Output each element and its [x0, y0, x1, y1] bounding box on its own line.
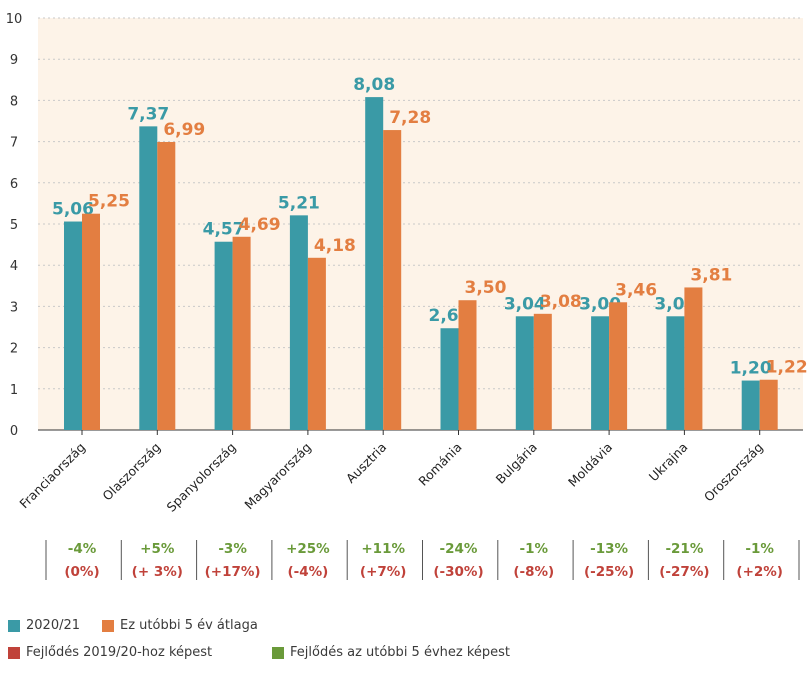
data-label: 1,20 [730, 359, 772, 379]
y-tick-label: 4 [10, 259, 18, 274]
bar-average [307, 257, 326, 430]
legend-item-2020-21: 2020/21 [8, 618, 80, 633]
legend-swatch-teal [8, 619, 20, 632]
bar-average [157, 142, 176, 430]
bar-current [64, 221, 82, 430]
change-vs-prev: (-4%) [287, 564, 328, 580]
bar-current [365, 97, 384, 430]
y-tick-label: 7 [10, 136, 18, 151]
data-label: 4,69 [239, 215, 281, 235]
bar-current [591, 316, 610, 430]
y-tick-label: 9 [10, 53, 18, 68]
change-vs-5yr: -13% [590, 541, 628, 557]
x-tick-label: Franciaország [16, 440, 88, 512]
bar-average [458, 300, 477, 430]
y-tick-label: 0 [10, 424, 18, 439]
data-label: 3,50 [465, 278, 507, 298]
bar-current [515, 316, 534, 430]
bar-current [741, 380, 760, 430]
x-tick-label: Moldávia [565, 440, 615, 490]
bar-average [232, 236, 251, 430]
legend-label: Fejlődés az utóbbi 5 évhez képest [290, 645, 511, 660]
data-label: 4,18 [314, 236, 356, 256]
bar-current [440, 328, 459, 430]
change-vs-5yr: -1% [745, 541, 774, 557]
data-label: 3,04 [504, 294, 546, 314]
y-tick-label: 2 [10, 342, 18, 357]
y-tick-label: 5 [10, 218, 18, 233]
x-tick-label: Spanyolország [163, 440, 238, 515]
bar-average [82, 213, 100, 430]
data-label: 8,08 [353, 75, 395, 95]
y-tick-label: 3 [10, 300, 18, 315]
change-vs-prev: (-30%) [433, 564, 483, 580]
bar-average [609, 302, 628, 430]
y-tick-label: 6 [10, 177, 18, 192]
change-vs-prev: (-8%) [513, 564, 554, 580]
bar-average [759, 379, 778, 430]
data-label: 3,81 [690, 265, 732, 285]
legend-swatch-red [8, 646, 20, 659]
change-vs-prev: (-27%) [659, 564, 709, 580]
change-vs-5yr: -3% [218, 541, 247, 557]
change-vs-prev: (+17%) [205, 564, 261, 580]
bar-current [289, 215, 308, 430]
data-label: 6,99 [163, 120, 205, 140]
change-vs-5yr: -1% [520, 541, 549, 557]
data-label: 1,22 [766, 358, 807, 378]
x-tick-label: Oroszország [701, 440, 766, 505]
change-vs-5yr: -21% [665, 541, 703, 557]
legend-swatch-green [272, 646, 284, 659]
bar-average [533, 313, 552, 430]
legend-item-5yr-average: Ez utóbbi 5 év átlaga [102, 618, 258, 633]
change-vs-5yr: +5% [140, 541, 175, 557]
change-vs-prev: (+2%) [736, 564, 783, 580]
change-vs-prev: (0%) [64, 564, 99, 580]
change-vs-5yr: -4% [68, 541, 97, 557]
bar-average [684, 287, 703, 430]
change-vs-prev: (+7%) [360, 564, 407, 580]
data-label: 7,37 [127, 104, 169, 124]
x-tick-label: Magyarország [241, 440, 314, 513]
data-label: 3,46 [615, 280, 657, 300]
x-tick-label: Ukrajna [646, 440, 691, 485]
y-tick-label: 10 [6, 12, 23, 27]
y-tick-label: 8 [10, 94, 18, 109]
legend-item-change-prev: Fejlődés 2019/20-hoz képest [8, 645, 212, 660]
x-tick-label: Olaszország [99, 440, 163, 504]
data-label: 7,28 [389, 108, 431, 128]
change-vs-5yr: +11% [361, 541, 405, 557]
bar-current [666, 316, 685, 430]
legend-label: 2020/21 [26, 618, 81, 633]
legend-item-change-5yr: Fejlődés az utóbbi 5 évhez képest [272, 645, 510, 660]
data-label: 5,25 [88, 192, 130, 212]
change-vs-5yr: +25% [286, 541, 330, 557]
x-tick-label: Ausztria [343, 440, 389, 486]
data-label: 4,57 [203, 220, 245, 240]
legend-label: Ez utóbbi 5 év átlaga [120, 618, 258, 633]
data-label: 5,21 [278, 193, 320, 213]
y-tick-label: 1 [10, 383, 18, 398]
change-vs-5yr: -24% [440, 541, 478, 557]
x-tick-label: Bulgária [493, 440, 540, 487]
data-label: 3,08 [540, 292, 582, 312]
bar-average [383, 130, 402, 430]
legend-swatch-orange [102, 619, 114, 632]
change-vs-prev: (+ 3%) [132, 564, 183, 580]
change-vs-prev: (-25%) [584, 564, 634, 580]
bar-chart: 0123456789105,065,25Franciaország-4%(0%)… [6, 12, 807, 580]
x-tick-label: Románia [415, 440, 464, 489]
legend-label: Fejlődés 2019/20-hoz képest [26, 645, 213, 660]
bar-current [139, 126, 158, 430]
bar-current [214, 241, 233, 430]
